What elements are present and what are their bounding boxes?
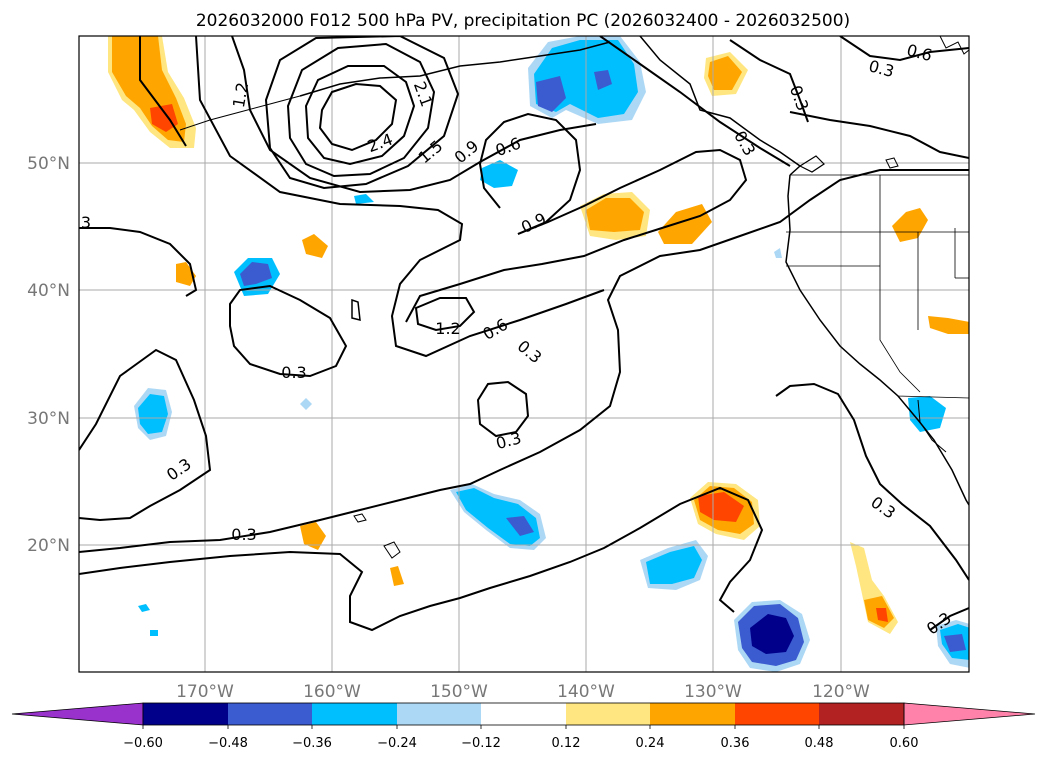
colorbar-bin [566,703,650,725]
colorbar-tick-label: −0.48 [208,736,248,751]
colorbar-tick-label: −0.24 [377,736,417,751]
pv-contour-2.4 [318,82,398,152]
lon-label-150w: 150°W [430,682,488,702]
lat-label-20n: 20°N [27,536,70,556]
colorbar-tick-label: 0.48 [805,736,834,751]
map-area: 1.2 2.1 2.4 1.5 0.9 0.6 0.9 1.2 0.6 0.3 … [79,36,969,672]
pv-contour-0.3-west [229,284,348,378]
pv-contour-2.1 [304,65,416,166]
lon-label-130w: 130°W [684,682,742,702]
colorbar-bin [397,703,481,725]
lon-label-160w: 160°W [303,682,361,702]
contour-label: 1.2 [229,81,252,109]
pv-contours [79,36,969,632]
longitude-labels: 170°W 160°W 150°W 140°W 130°W 120°W [176,682,870,702]
precip-shading [108,36,969,672]
colorbar-bin [735,703,819,725]
colorbar-tick-label: −0.36 [292,736,332,751]
lon-label-120w: 120°W [812,682,870,702]
pv-contour-0.6-upper [139,36,187,147]
colorbar-tick-label: 0.24 [636,736,665,751]
colorbar-bin [819,703,904,725]
contour-label: 3 [81,213,91,232]
pv-contour-1.8 [286,42,436,178]
pv-contour-1.2 [231,36,597,194]
map-title: 2026032000 F012 500 hPa PV, precipitatio… [196,11,850,31]
contour-label: 1.2 [435,319,460,338]
colorbar-tick-label: 0.12 [552,736,581,751]
colorbar-tick-label: 0.60 [890,736,919,751]
gridlines [79,36,969,672]
colorbar-over-arrow [903,702,1036,726]
colorbar-tick-label: 0.36 [721,736,750,751]
borders [786,174,969,399]
map-frame [78,35,970,673]
lat-label-30n: 30°N [27,409,70,429]
pv-contour-0.3-central [476,380,530,438]
lon-label-170w: 170°W [176,682,234,702]
lat-label-40n: 40°N [27,281,70,301]
contour-label: 0.3 [281,363,306,382]
colorbar: −0.60 −0.48 −0.36 −0.24 −0.12 0.12 0.24 … [11,702,1036,751]
pv-contour-0.9-outer [195,36,605,358]
contour-label: 0.3 [231,525,256,544]
colorbar-tick-label: −0.12 [461,736,501,751]
colorbar-bin [650,703,735,725]
colorbar-bin [312,703,397,725]
lat-label-50n: 50°N [27,154,70,174]
colorbar-under-arrow [11,702,144,726]
pv-contour-0.9-inner [414,297,476,332]
lon-label-140w: 140°W [557,682,615,702]
coastlines [179,36,969,559]
colorbar-bin [143,703,228,725]
colorbar-bin [481,703,566,725]
colorbar-bin [228,703,312,725]
colorbar-tick-label: −0.60 [123,736,163,751]
pv-contour-1.5 [264,36,460,190]
latitude-labels: 50°N 40°N 30°N 20°N [27,154,70,556]
